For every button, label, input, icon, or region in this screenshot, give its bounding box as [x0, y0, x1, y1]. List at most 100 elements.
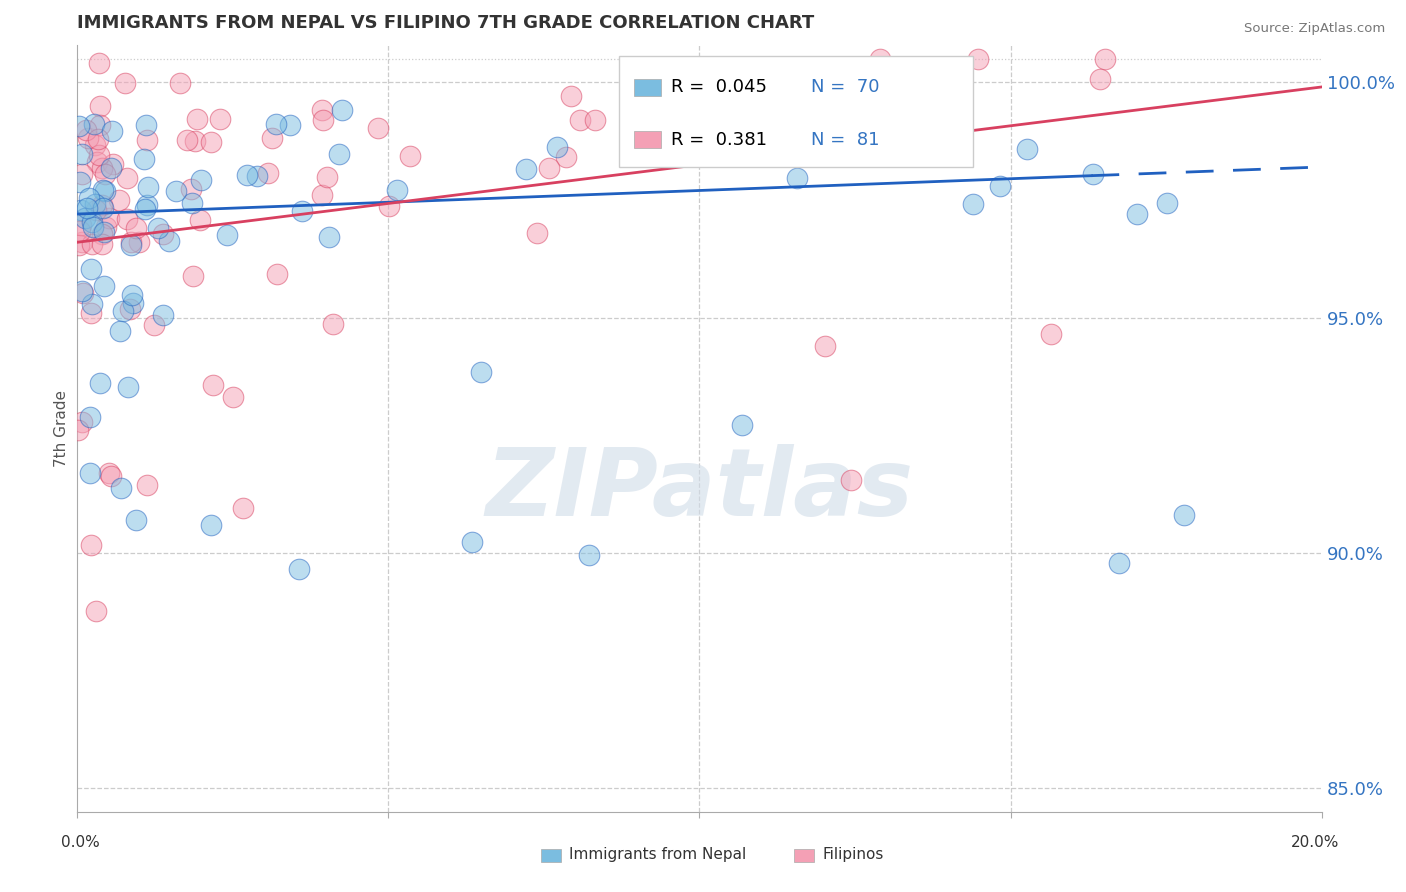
Point — [80, 262, 103, 277]
Point — [136, 180, 159, 194]
Point — [188, 213, 211, 227]
Text: N =  70: N = 70 — [811, 78, 880, 96]
Point — [103, 156, 125, 170]
Point — [70, 235, 93, 250]
Point — [76, 123, 98, 137]
Point — [135, 119, 157, 133]
Point — [190, 173, 212, 187]
Point — [232, 500, 254, 515]
Point — [86, 154, 108, 169]
Point — [962, 197, 984, 211]
Point — [111, 304, 134, 318]
Point — [839, 473, 862, 487]
Point — [825, 94, 848, 108]
Point — [69, 224, 91, 238]
Point — [76, 201, 98, 215]
Point — [87, 132, 110, 146]
Point — [148, 221, 170, 235]
Point — [1156, 195, 1178, 210]
Point — [315, 169, 337, 184]
Text: ZIPatlas: ZIPatlas — [485, 443, 914, 535]
Point — [260, 130, 283, 145]
Text: R =  0.381: R = 0.381 — [671, 130, 766, 149]
Point — [117, 380, 139, 394]
Point — [91, 161, 114, 175]
Point — [786, 171, 808, 186]
Text: Filipinos: Filipinos — [823, 847, 884, 862]
Text: IMMIGRANTS FROM NEPAL VS FILIPINO 7TH GRADE CORRELATION CHART: IMMIGRANTS FROM NEPAL VS FILIPINO 7TH GR… — [77, 14, 814, 32]
Point — [110, 481, 132, 495]
Point — [236, 168, 259, 182]
Point — [82, 219, 104, 234]
Point — [91, 198, 114, 212]
Point — [135, 132, 157, 146]
Point — [399, 149, 422, 163]
Point — [181, 195, 204, 210]
Point — [560, 89, 582, 103]
Point — [83, 117, 105, 131]
Point — [180, 182, 202, 196]
Text: Source: ZipAtlas.com: Source: ZipAtlas.com — [1244, 22, 1385, 36]
Point — [165, 185, 187, 199]
Point — [70, 147, 93, 161]
Point — [90, 227, 112, 241]
Point — [385, 183, 408, 197]
Point — [89, 56, 111, 70]
Point — [80, 538, 103, 552]
Point — [117, 211, 139, 226]
Point — [97, 211, 120, 226]
Point — [264, 117, 287, 131]
Point — [120, 237, 142, 252]
Point — [256, 166, 278, 180]
Text: 0.0%: 0.0% — [60, 836, 100, 850]
Point — [367, 120, 389, 135]
Point — [82, 297, 104, 311]
Point — [89, 376, 111, 390]
Point — [91, 236, 114, 251]
Point — [101, 123, 124, 137]
Point — [526, 226, 548, 240]
Point — [288, 562, 311, 576]
Point — [209, 112, 232, 127]
Point — [328, 147, 350, 161]
Point — [70, 203, 93, 218]
Point — [378, 199, 401, 213]
Point — [114, 76, 136, 90]
Point — [108, 324, 131, 338]
Point — [1015, 142, 1038, 156]
Point — [89, 118, 111, 132]
Point — [869, 52, 891, 66]
Point — [222, 391, 245, 405]
Point — [96, 219, 118, 234]
Point — [186, 112, 208, 126]
Point — [1081, 167, 1104, 181]
Point — [157, 234, 180, 248]
Point — [69, 219, 91, 233]
Point — [176, 133, 198, 147]
Point — [91, 201, 114, 215]
Point — [67, 119, 90, 133]
Point — [312, 113, 335, 128]
Text: R =  0.045: R = 0.045 — [671, 78, 766, 96]
Point — [128, 235, 150, 249]
Bar — [619, 56, 973, 168]
Point — [291, 203, 314, 218]
Text: N =  81: N = 81 — [811, 130, 880, 149]
Point — [80, 236, 103, 251]
Point — [94, 167, 117, 181]
Point — [266, 267, 288, 281]
Point — [966, 52, 988, 66]
Point — [988, 178, 1011, 193]
Point — [181, 269, 204, 284]
Point — [318, 230, 340, 244]
Point — [330, 103, 353, 118]
Bar — [634, 131, 661, 148]
Point — [136, 198, 159, 212]
Point — [1173, 508, 1195, 522]
Point — [200, 136, 222, 150]
Point — [322, 317, 344, 331]
Point — [121, 288, 143, 302]
Point — [1108, 556, 1130, 570]
Point — [125, 513, 148, 527]
Point — [84, 604, 107, 618]
